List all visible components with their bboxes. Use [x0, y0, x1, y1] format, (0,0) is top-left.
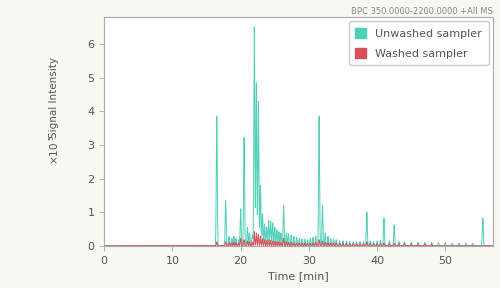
Text: Signal Intensity: Signal Intensity [48, 57, 58, 138]
Legend: Unwashed sampler, Washed sampler: Unwashed sampler, Washed sampler [348, 22, 488, 65]
Text: $\times10^{\ 5}$: $\times10^{\ 5}$ [47, 134, 60, 165]
Text: BPC 350.0000-2200.0000 +All MS: BPC 350.0000-2200.0000 +All MS [352, 7, 493, 16]
X-axis label: Time [min]: Time [min] [268, 271, 329, 281]
